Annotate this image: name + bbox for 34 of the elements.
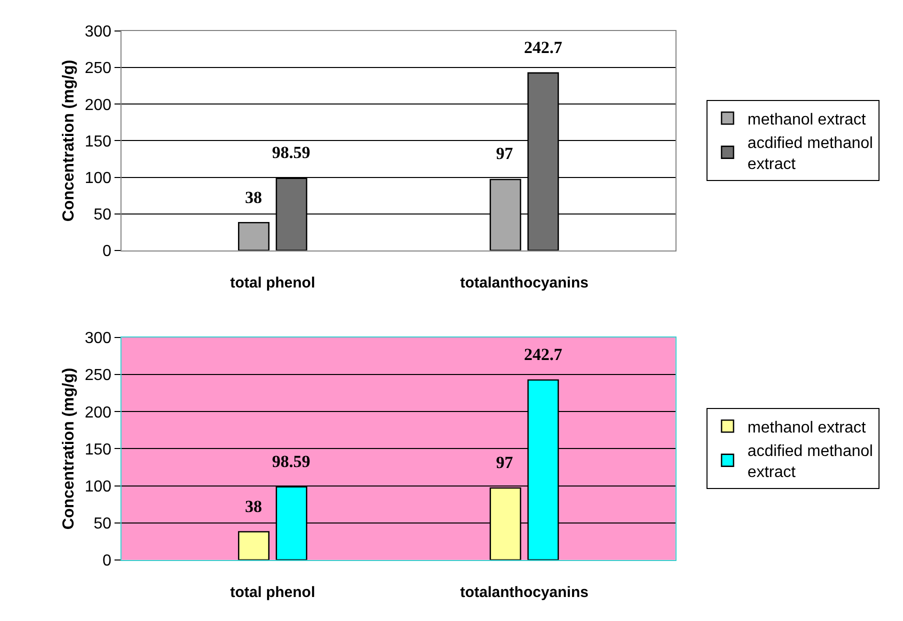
y-tick-label: 250 bbox=[84, 60, 112, 78]
y-tick-label: 150 bbox=[84, 441, 112, 458]
data-label: 97 bbox=[496, 453, 514, 472]
data-label: 242.7 bbox=[524, 345, 563, 364]
y-tick-label: 250 bbox=[84, 367, 112, 384]
x-tick-label: total phenol bbox=[230, 274, 316, 292]
x-tick-label: total phenol bbox=[230, 584, 316, 601]
y-tick-label: 0 bbox=[102, 552, 112, 570]
data-label: 98.59 bbox=[272, 452, 310, 471]
data-label: 97 bbox=[496, 144, 514, 163]
y-tick-label: 50 bbox=[94, 515, 112, 532]
y-axis-title: Concentration (mg/g) bbox=[60, 60, 78, 222]
y-tick-label: 100 bbox=[84, 478, 112, 496]
y-tick-label: 300 bbox=[84, 24, 112, 41]
y-tick-label: 100 bbox=[84, 170, 112, 187]
data-label: 242.7 bbox=[524, 38, 563, 57]
data-label: 98.59 bbox=[272, 143, 310, 162]
y-tick-label: 300 bbox=[84, 330, 112, 348]
legend-label: methanol extract bbox=[748, 111, 866, 128]
x-tick-label: totalanthocyanins bbox=[460, 274, 588, 292]
bar bbox=[238, 531, 270, 560]
y-tick-label: 0 bbox=[102, 242, 112, 260]
legend-label: acdified methanol extract bbox=[748, 443, 873, 481]
x-tick-label: totalanthocyanins bbox=[460, 584, 588, 601]
legend-label: methanol extract bbox=[748, 419, 866, 436]
data-label: 38 bbox=[245, 188, 262, 207]
bar bbox=[238, 222, 270, 250]
y-tick-label: 200 bbox=[84, 96, 112, 114]
y-tick-label: 50 bbox=[94, 206, 112, 224]
legend-label: acdified methanol extract bbox=[748, 135, 873, 173]
y-tick-label: 150 bbox=[84, 133, 112, 150]
y-axis-title: Concentration (mg/g) bbox=[60, 368, 78, 530]
y-tick-label: 200 bbox=[84, 404, 112, 422]
data-label: 38 bbox=[245, 497, 262, 516]
